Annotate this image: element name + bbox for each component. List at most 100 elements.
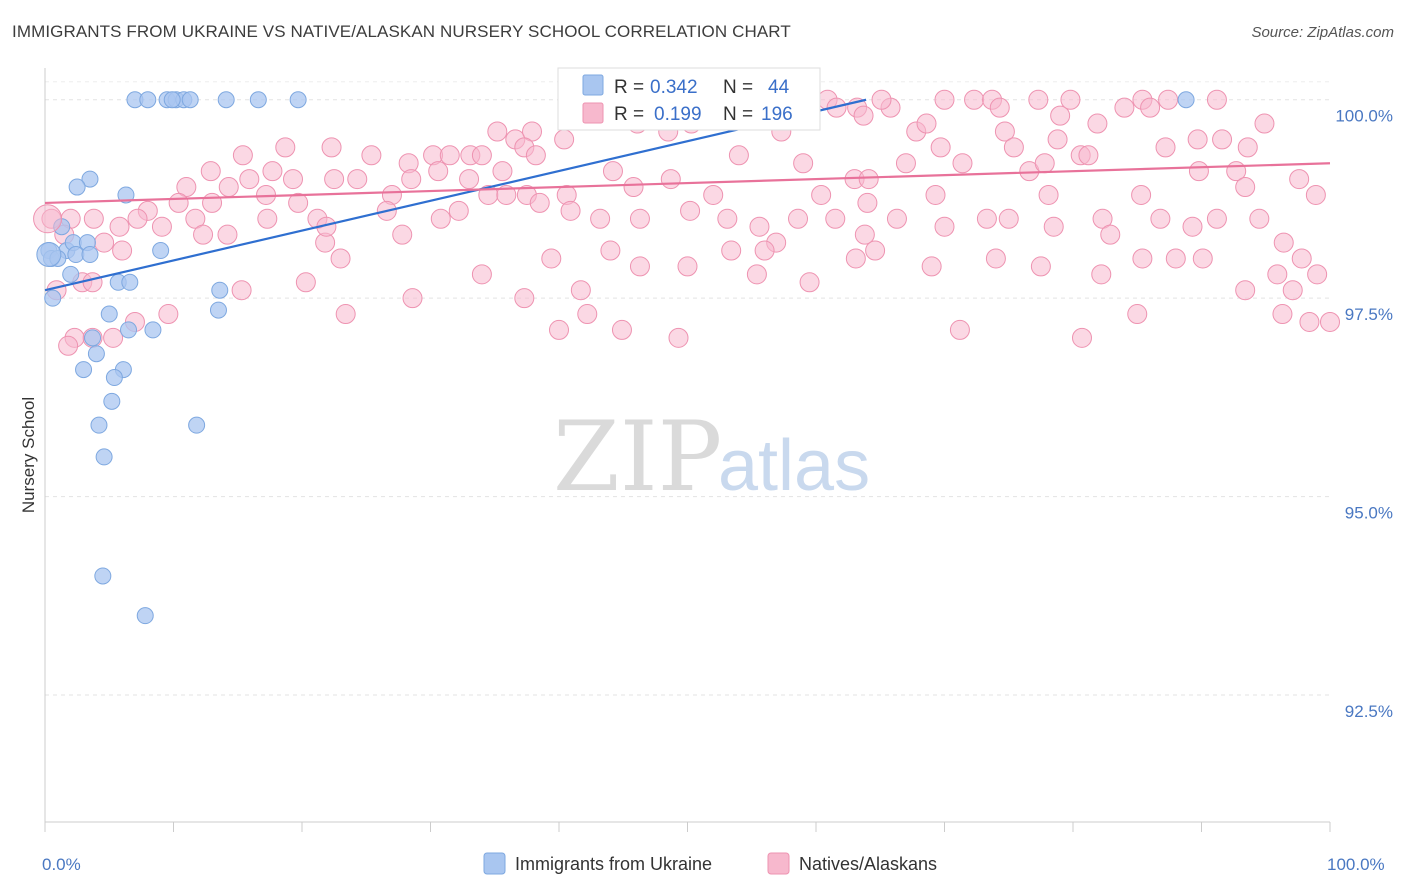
point-natives [1237, 137, 1258, 158]
point-natives [717, 208, 738, 229]
point-natives [275, 137, 296, 158]
point-natives [623, 177, 644, 198]
point-ukraine [249, 91, 267, 109]
point-natives [925, 184, 946, 205]
point-natives [1307, 264, 1328, 285]
y-tick-label: 92.5% [1345, 702, 1393, 721]
point-natives [1132, 248, 1153, 269]
point-natives [728, 145, 749, 166]
point-natives [94, 232, 115, 253]
point-natives [514, 288, 535, 309]
point-ukraine [289, 91, 307, 109]
point-natives [83, 208, 104, 229]
legend-swatch-ukraine[interactable] [483, 852, 506, 875]
point-natives [921, 256, 942, 277]
y-tick-labels: 100.0% 97.5% 95.0% 92.5% [1335, 107, 1393, 721]
point-ukraine [188, 416, 206, 434]
point-natives [998, 208, 1019, 229]
stats-n-value-natives: 196 [761, 104, 793, 125]
legend: Immigrants from Ukraine Natives/Alaskans [483, 852, 937, 875]
point-natives [964, 89, 985, 110]
point-natives [1091, 264, 1112, 285]
point-natives [392, 224, 413, 245]
point-ukraine [181, 91, 199, 109]
point-natives [1150, 208, 1171, 229]
legend-label-natives[interactable]: Natives/Alaskans [799, 854, 937, 874]
point-natives [529, 192, 550, 213]
point-natives [1038, 184, 1059, 205]
axes [44, 68, 1331, 832]
point-natives [439, 145, 460, 166]
point-natives [448, 200, 469, 221]
point-natives [283, 169, 304, 190]
point-ukraine [62, 265, 80, 283]
point-natives [112, 240, 133, 261]
point-natives [788, 208, 809, 229]
point-natives [1028, 89, 1049, 110]
data-points [33, 89, 1340, 625]
point-natives [858, 169, 879, 190]
point-natives [895, 153, 916, 174]
point-natives [1114, 97, 1135, 118]
point-ukraine [120, 321, 138, 339]
point-natives [1087, 113, 1108, 134]
point-natives [629, 208, 650, 229]
point-natives [1100, 224, 1121, 245]
trend-lines [44, 98, 1331, 292]
point-natives [1030, 256, 1051, 277]
point-natives [127, 208, 148, 229]
y-tick-label: 100.0% [1335, 107, 1393, 126]
point-ukraine [136, 607, 154, 625]
stats-swatch-ukraine [582, 74, 604, 96]
point-natives [1140, 97, 1161, 118]
point-natives [865, 240, 886, 261]
point-natives [668, 327, 689, 348]
point-ukraine [152, 242, 170, 260]
point-natives [1291, 248, 1312, 269]
stats-swatch-natives [582, 102, 604, 124]
point-ukraine [209, 301, 227, 319]
point-natives [1206, 89, 1227, 110]
point-natives [1155, 137, 1176, 158]
stats-n-label-ukraine: N = [723, 77, 753, 98]
point-natives [1254, 113, 1275, 134]
point-natives [295, 272, 316, 293]
point-natives [1182, 216, 1203, 237]
point-ukraine [117, 186, 135, 204]
watermark-atlas: atlas [718, 426, 870, 506]
point-natives [854, 224, 875, 245]
point-natives [158, 304, 179, 325]
point-natives [168, 192, 189, 213]
point-natives [262, 161, 283, 182]
point-ukraine [139, 91, 157, 109]
point-ukraine [81, 246, 99, 264]
point-ukraine [87, 345, 105, 363]
legend-swatch-natives[interactable] [767, 852, 790, 875]
point-natives [845, 248, 866, 269]
x-tick-label-left: 0.0% [42, 855, 81, 874]
point-natives [629, 256, 650, 277]
point-natives [1187, 129, 1208, 150]
point-ukraine [103, 392, 121, 410]
grid-lines [45, 81, 1330, 696]
watermark: ZIP atlas [553, 401, 870, 513]
point-natives [522, 121, 543, 142]
point-natives [721, 240, 742, 261]
point-natives [1235, 177, 1256, 198]
point-natives [1047, 129, 1068, 150]
x-tick-label-right: 100.0% [1327, 855, 1385, 874]
stats-box: R = 0.342 N = 44 R = 0.199 N = 196 [557, 67, 821, 131]
point-natives [471, 264, 492, 285]
point-natives [239, 169, 260, 190]
point-natives [185, 208, 206, 229]
legend-label-ukraine[interactable]: Immigrants from Ukraine [515, 854, 712, 874]
point-ukraine [95, 448, 113, 466]
point-natives [746, 264, 767, 285]
point-natives [401, 169, 422, 190]
point-natives [321, 137, 342, 158]
point-natives [525, 145, 546, 166]
point-natives [590, 208, 611, 229]
point-natives [1206, 208, 1227, 229]
point-natives [749, 216, 770, 237]
point-ukraine [75, 361, 93, 379]
